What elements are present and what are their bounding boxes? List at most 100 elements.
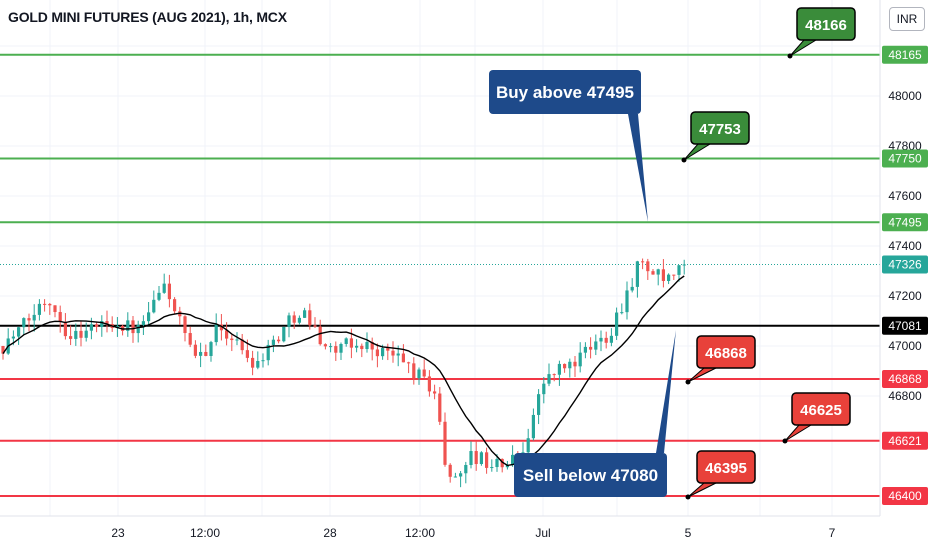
price-axis-tag-bg: [882, 370, 928, 388]
callout-label: 46395: [705, 460, 747, 477]
candle-body: [365, 342, 369, 350]
candle-body: [412, 363, 416, 379]
candle-body: [297, 317, 301, 323]
callout-blue: Buy above 47495: [489, 70, 648, 222]
candle-body: [651, 271, 655, 275]
candle-body: [417, 369, 421, 379]
candle-body: [682, 264, 686, 266]
price-axis-tag-label: 47750: [888, 152, 922, 166]
candle-body: [630, 286, 634, 291]
candle-body: [391, 350, 395, 356]
candle-body: [583, 346, 587, 353]
price-axis-tag-bg: [882, 149, 928, 168]
candle-body: [199, 351, 203, 356]
candle-body: [677, 265, 681, 275]
callout-label: Buy above 47495: [496, 83, 634, 102]
time-tick-label: 5: [685, 526, 692, 540]
candle-body: [48, 303, 52, 306]
time-tick-label: 12:00: [405, 526, 435, 540]
candle-body: [323, 344, 327, 347]
currency-button[interactable]: INR: [889, 7, 925, 31]
candle-body: [661, 269, 665, 281]
candle-body: [438, 393, 442, 422]
candle-body: [609, 335, 613, 343]
candle-body: [193, 344, 197, 356]
candle-body: [422, 369, 426, 377]
candle-body: [32, 314, 36, 321]
callout-box: [696, 335, 756, 369]
candle-body: [53, 305, 57, 313]
candle-body: [672, 274, 676, 276]
time-axis[interactable]: 23 12:00 28 12:00 Jul 5 7: [0, 515, 880, 540]
callout-box: [696, 450, 756, 484]
candle-body: [230, 338, 234, 341]
candle-body: [188, 333, 192, 345]
price-axis-tag: 47081: [882, 316, 928, 335]
callout-label: 47753: [699, 121, 741, 138]
candle-body: [495, 458, 499, 468]
callout-blue: Sell below 47080: [514, 330, 676, 497]
candle-body: [526, 438, 530, 453]
candle-body: [287, 315, 291, 327]
candle-body: [282, 326, 286, 342]
time-tick-label: 28: [323, 526, 337, 540]
time-tick-label: Jul: [535, 526, 550, 540]
callout-box: [489, 70, 641, 114]
price-axis[interactable]: 4680047000472004740047600478004800048165…: [879, 0, 928, 516]
candle-body: [74, 330, 78, 339]
price-tick-label: 47400: [888, 239, 922, 253]
price-axis-tag: 46621: [882, 431, 928, 450]
price-tick-label: 46800: [888, 389, 922, 403]
candle-body: [542, 383, 546, 395]
candle-body: [69, 336, 73, 339]
candle-body: [89, 324, 93, 331]
candle-body: [589, 346, 593, 350]
candle-body: [235, 339, 239, 341]
candle-body: [500, 458, 504, 468]
time-tick-label: 23: [111, 526, 125, 540]
candle-body: [656, 269, 660, 275]
candle-body: [375, 349, 379, 357]
price-axis-tag-label: 48165: [888, 48, 922, 62]
candle-body: [547, 374, 551, 384]
callout-green: 47753: [681, 111, 750, 163]
price-axis-tag-bg: [882, 255, 928, 274]
price-axis-tag-bg: [882, 45, 928, 64]
candle-body: [43, 303, 47, 305]
candle-body: [511, 454, 515, 465]
candle-body: [537, 394, 541, 415]
callout-red: 46868: [685, 335, 756, 385]
candle-body: [318, 326, 322, 345]
candle-body: [479, 452, 483, 465]
candle-body: [277, 339, 281, 342]
candle-body: [152, 299, 156, 313]
candle-body: [355, 345, 359, 348]
candle-body: [568, 361, 572, 369]
candle-body: [126, 320, 130, 331]
price-axis-tag-bg: [882, 316, 928, 335]
candle-body: [474, 451, 478, 465]
callout-anchor-dot: [681, 157, 687, 163]
callout-label: 46625: [800, 402, 842, 419]
candle-body: [105, 321, 109, 325]
price-axis-tag: 47326: [882, 255, 928, 274]
candle-body: [349, 338, 353, 348]
callout-label: 48166: [805, 17, 847, 34]
candle-body: [131, 320, 135, 334]
candle-body: [219, 324, 223, 331]
callout-green: 48166: [787, 7, 856, 59]
callout-red: 46395: [685, 450, 756, 500]
candle-body: [329, 346, 333, 348]
candle-body: [183, 316, 187, 334]
candle-body: [173, 299, 177, 312]
candle-body: [157, 292, 161, 300]
candle-body: [11, 336, 15, 339]
candle-body: [339, 343, 343, 353]
candle-body: [557, 363, 561, 375]
candle-body: [641, 261, 645, 263]
candle-body: [141, 321, 145, 325]
candle-body: [360, 345, 364, 350]
moving-average-line: [2, 275, 685, 467]
